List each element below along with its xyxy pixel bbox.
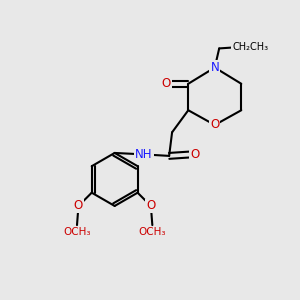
Text: N: N [210,61,219,74]
Text: CH₂CH₃: CH₂CH₃ [232,42,268,52]
Text: O: O [146,200,155,212]
Text: O: O [190,148,200,161]
Text: O: O [162,77,171,90]
Text: OCH₃: OCH₃ [139,227,166,237]
Text: NH: NH [135,148,153,161]
Text: OCH₃: OCH₃ [63,227,91,237]
Text: O: O [210,118,219,131]
Text: O: O [74,200,83,212]
